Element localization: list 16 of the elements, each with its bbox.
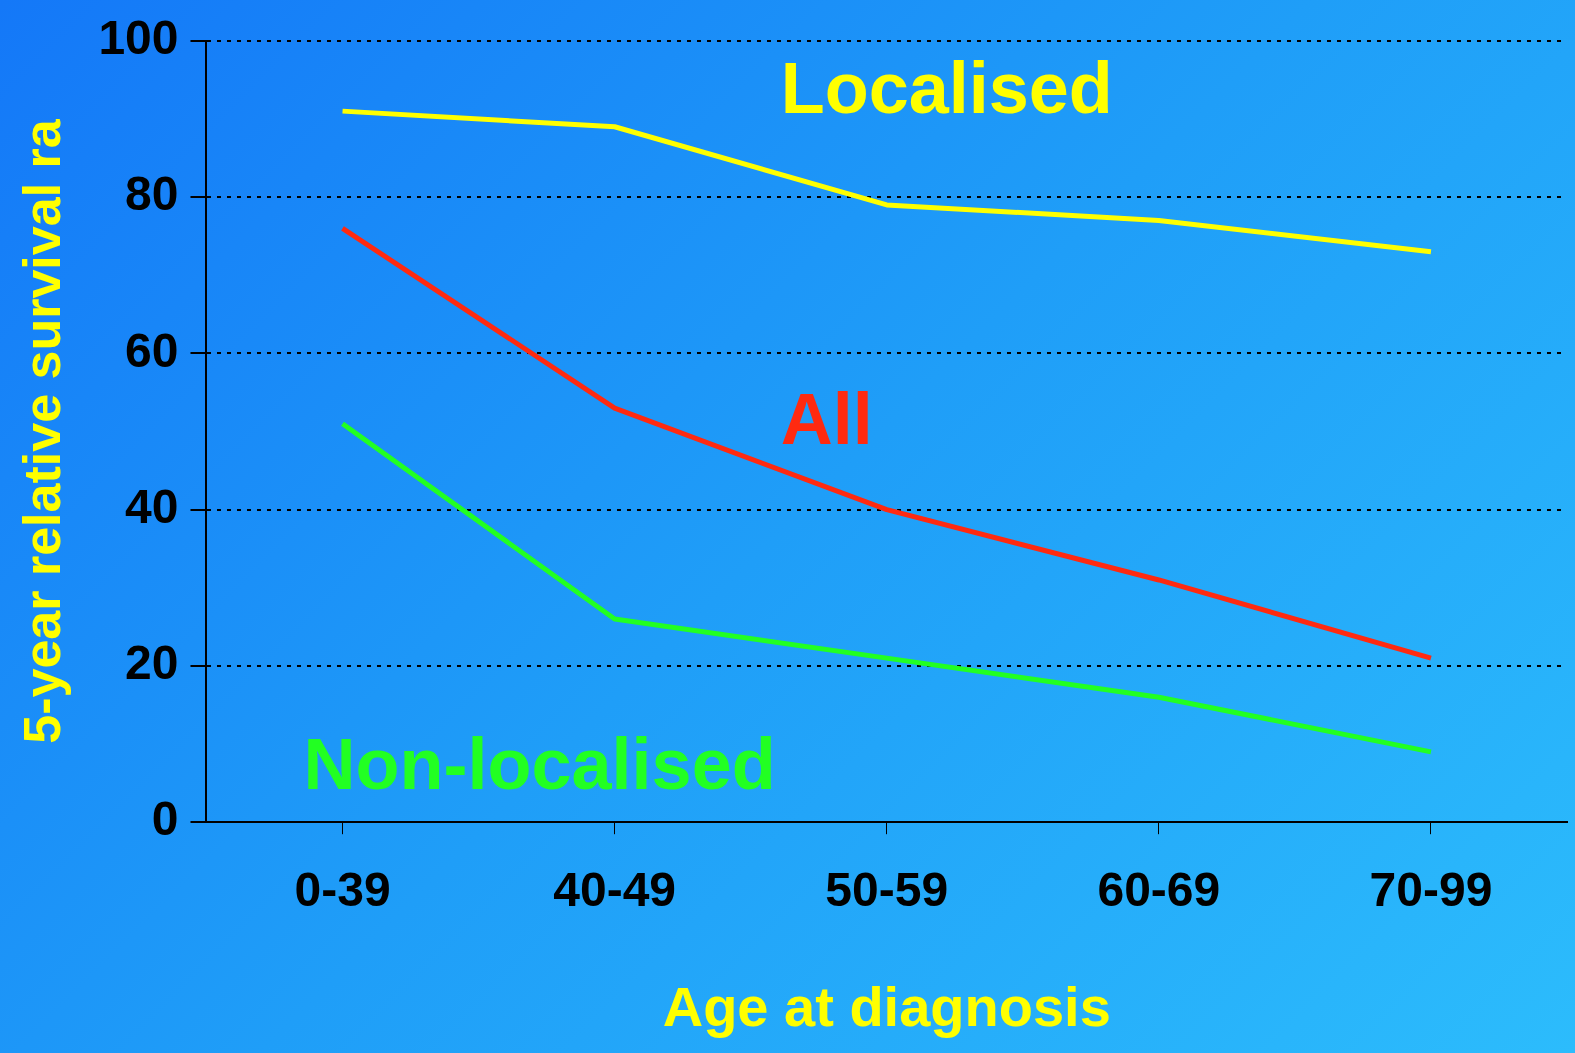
series-label: Localised	[780, 47, 1113, 128]
x-axis-title: Age at diagnosis	[662, 974, 1111, 1038]
series-label: All	[780, 379, 873, 460]
series-label: Non-localised	[303, 723, 776, 804]
y-tick-label: 100	[98, 11, 179, 65]
x-tick-label: 60-69	[1097, 863, 1221, 917]
y-tick-label: 60	[125, 323, 179, 377]
x-tick-label: 50-59	[825, 863, 949, 917]
y-tick-label: 0	[151, 792, 179, 846]
y-tick-label: 80	[125, 167, 179, 221]
x-tick-label: 40-49	[553, 863, 677, 917]
x-tick-label: 0-39	[294, 863, 391, 917]
y-tick-label: 20	[125, 636, 179, 690]
x-tick-label: 70-99	[1369, 863, 1493, 917]
y-axis-title: 5-year relative survival ra	[12, 118, 71, 744]
y-tick-label: 40	[125, 479, 179, 533]
